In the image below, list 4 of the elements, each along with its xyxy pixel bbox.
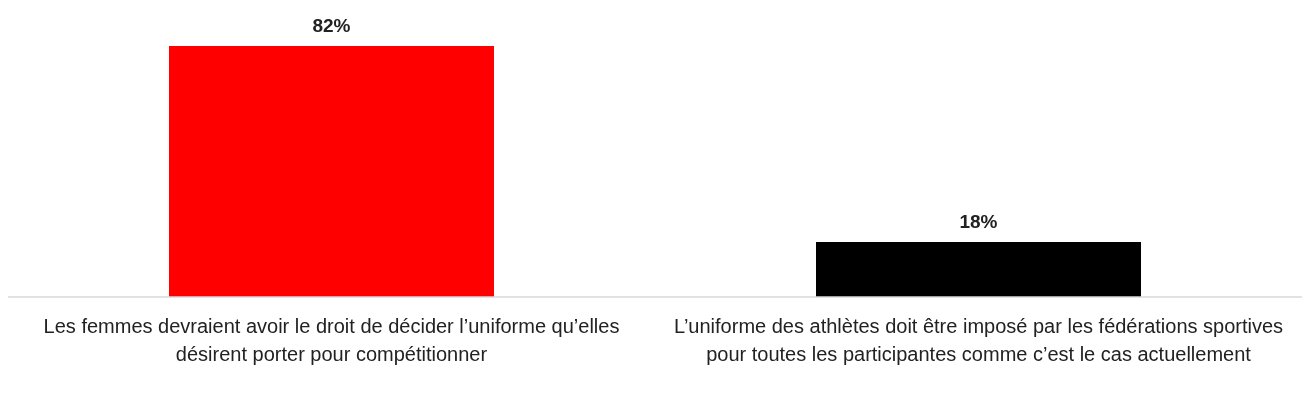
data-label: 82% [312,15,351,36]
x-tick-label: Les femmes devraient avoir le droit de décider l’uniforme qu’elles désirent porter pour compétitionner [43,315,620,366]
x-tick-label: L’uniforme des athlètes doit être imposé par les fédérations sportives pour toutes les participantes comme c’est le cas actuellement [673,315,1284,366]
data-label: 18% [959,210,998,232]
